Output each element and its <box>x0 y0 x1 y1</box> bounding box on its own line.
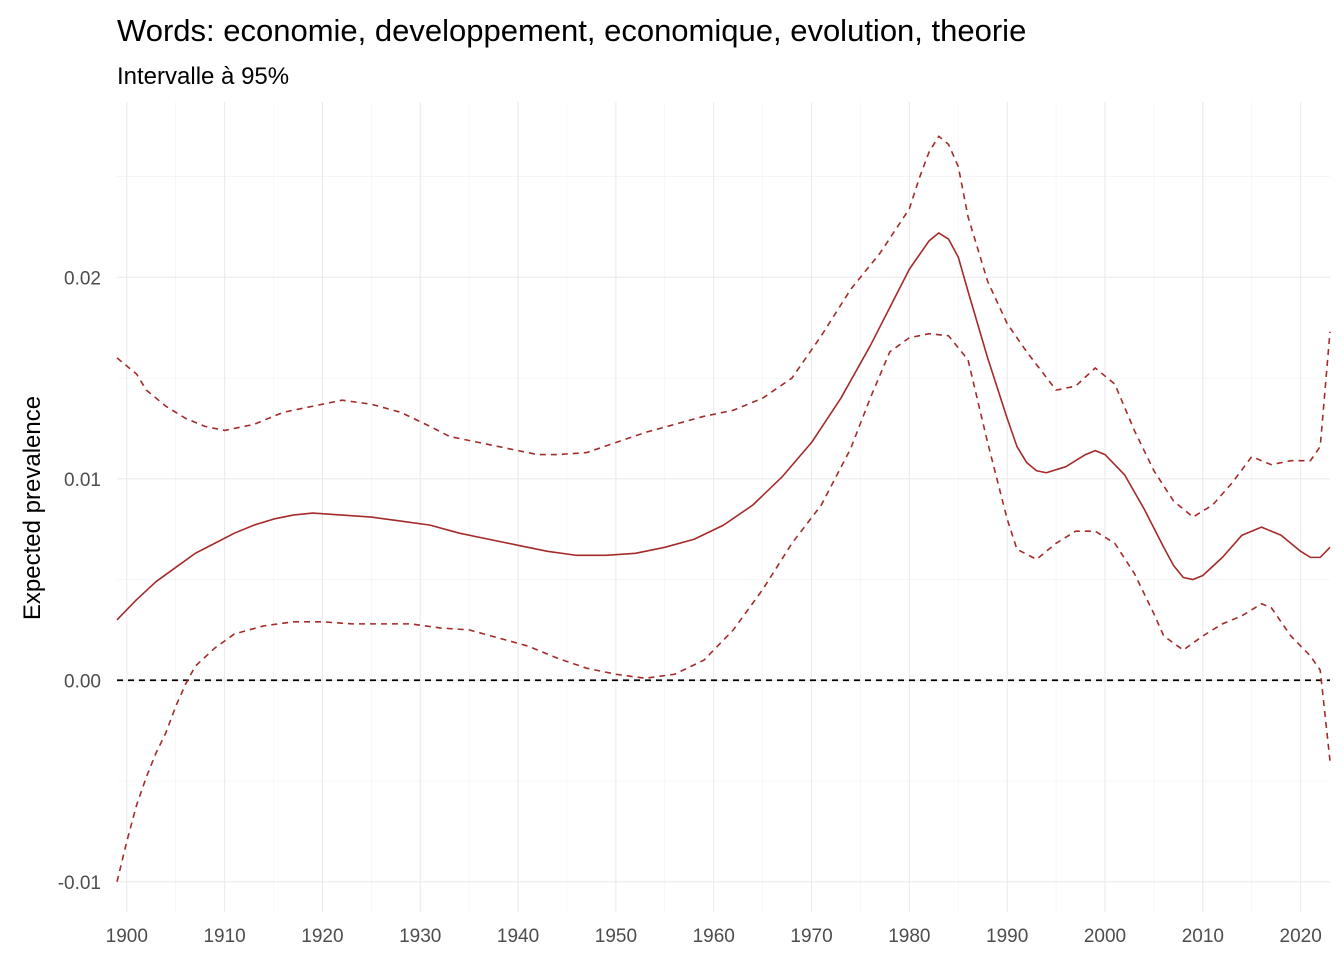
x-tick-label: 1930 <box>399 926 441 947</box>
x-tick-label: 1970 <box>790 926 832 947</box>
y-axis-label: Expected prevalence <box>19 396 46 620</box>
upper-bound-line <box>116 135 1331 518</box>
x-tick-label: 2020 <box>1280 926 1322 947</box>
x-tick-label: 2000 <box>1084 926 1126 947</box>
x-tick-label: 1950 <box>595 926 637 947</box>
y-tick-label: 0.02 <box>64 268 101 289</box>
chart-title: Words: economie, developpement, economiq… <box>117 13 1026 48</box>
minor-gridlines <box>117 102 1330 912</box>
x-tick-label: 1910 <box>203 926 245 947</box>
y-tick-label: 0.01 <box>64 470 101 491</box>
series-layer <box>116 135 1331 882</box>
estimate-line <box>116 232 1331 621</box>
y-tick-label: -0.01 <box>58 873 101 894</box>
x-tick-label: 1960 <box>693 926 735 947</box>
y-tick-label: 0.00 <box>64 671 101 692</box>
x-tick-label: 1940 <box>497 926 539 947</box>
x-tick-label: 1900 <box>106 926 148 947</box>
y-axis-ticks: -0.01 0.00 0.01 0.02 <box>58 268 101 893</box>
x-tick-label: 1990 <box>986 926 1028 947</box>
major-gridlines <box>117 102 1330 912</box>
x-tick-label: 2010 <box>1182 926 1224 947</box>
lower-bound-line <box>116 332 1331 882</box>
x-tick-label: 1920 <box>301 926 343 947</box>
x-tick-label: 1980 <box>888 926 930 947</box>
chart-subtitle: Intervalle à 95% <box>117 63 289 90</box>
x-axis-ticks: 1900 1910 1920 1930 1940 1950 1960 1970 1980 1990… <box>106 926 1322 947</box>
